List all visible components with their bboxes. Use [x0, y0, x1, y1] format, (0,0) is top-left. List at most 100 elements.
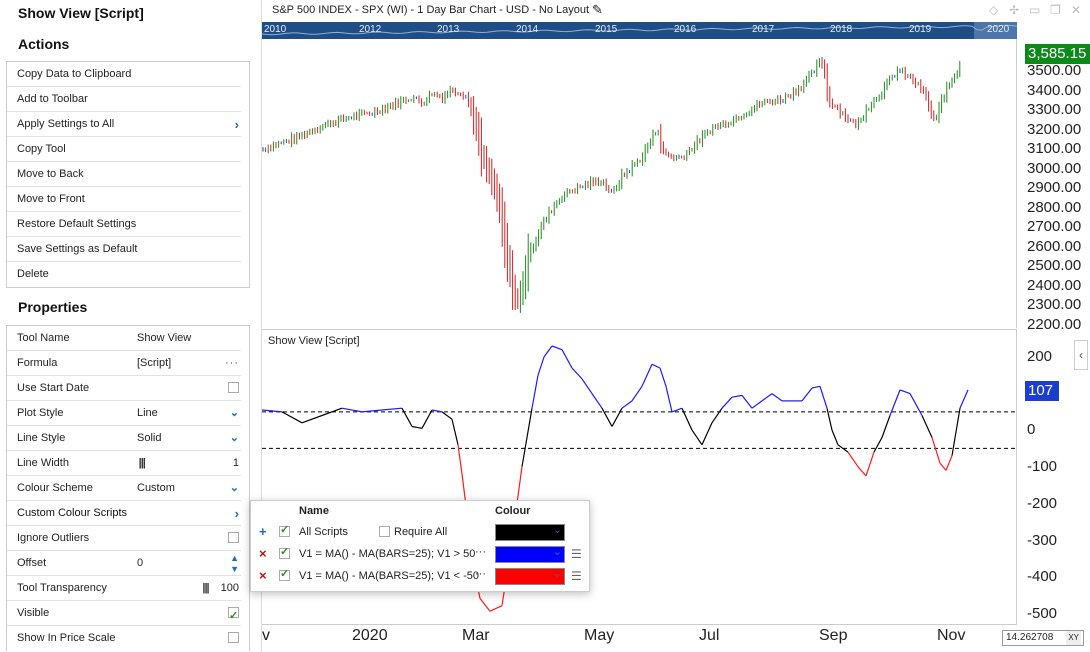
checkbox[interactable] — [228, 601, 239, 629]
more-options-icon[interactable]: ··· — [475, 568, 486, 580]
drag-handle-icon[interactable]: ☰ — [571, 569, 582, 583]
property-value: [Script] — [137, 357, 172, 369]
require-all-checkbox[interactable]: Require All — [379, 525, 447, 538]
chevron-down-icon: ⌄ — [552, 568, 562, 580]
enable-checkbox[interactable] — [279, 567, 290, 582]
date-axis-label: v — [262, 627, 270, 644]
maximize-icon[interactable]: ❐ — [1050, 3, 1061, 17]
property-colour-scheme[interactable]: Colour Scheme Custom ⌄ — [7, 476, 241, 501]
navigator-year: 2014 — [516, 24, 539, 35]
minimize-icon[interactable]: ▭ — [1029, 3, 1041, 17]
property-show-in-price-scale[interactable]: Show In Price Scale — [7, 626, 241, 651]
navigator-sparkline — [262, 22, 1017, 39]
chevron-down-icon[interactable]: ⌄ — [229, 407, 239, 419]
chevron-down-icon: ⌄ — [552, 546, 562, 558]
pin-icon[interactable]: ✢ — [1009, 3, 1020, 17]
enable-checkbox[interactable] — [279, 523, 290, 538]
colour-script-row[interactable]: + All Scripts Require All ⌄ — [251, 523, 591, 543]
script-name: V1 = MA() - MA(BARS=25); V1 < -50 — [299, 570, 480, 582]
diamond-icon[interactable]: ◇ — [989, 3, 999, 17]
property-visible[interactable]: Visible — [7, 601, 241, 629]
chevron-right-icon[interactable]: › — [234, 506, 239, 521]
action-copy-data-to-clipboard[interactable]: Copy Data to Clipboard — [7, 62, 241, 87]
remove-icon[interactable]: × — [259, 568, 267, 583]
property-label: Tool Name — [17, 332, 70, 344]
scale-readout[interactable]: 14.262708 XY — [1002, 630, 1084, 646]
colour-script-row[interactable]: × V1 = MA() - MA(BARS=25); V1 > 50··· ⌄ ☰ — [251, 545, 591, 565]
indicator-segment — [665, 386, 673, 413]
collapse-panel-tab[interactable]: ‹ — [1074, 340, 1088, 370]
action-copy-tool[interactable]: Copy Tool — [7, 137, 241, 162]
property-tool-name[interactable]: Tool Name Show View — [7, 326, 241, 351]
colour-script-row[interactable]: × V1 = MA() - MA(BARS=25); V1 < -50··· ⌄ ☰ — [251, 567, 591, 587]
script-name: All Scripts — [299, 526, 348, 538]
property-use-start-date[interactable]: Use Start Date — [7, 376, 241, 401]
property-ignore-outliers[interactable]: Ignore Outliers — [7, 526, 241, 551]
action-label: Move to Front — [17, 193, 85, 205]
indicator-axis-tick: -300 — [1027, 531, 1058, 549]
property-offset[interactable]: Offset 0 ▲ ▼ — [7, 551, 241, 576]
action-label: Save Settings as Default — [17, 243, 138, 255]
property-line-width[interactable]: Line Width ||| 1 — [7, 451, 241, 476]
indicator-segment — [909, 393, 923, 416]
chevron-down-icon[interactable]: ⌄ — [229, 482, 239, 494]
indicator-segment — [951, 408, 961, 456]
property-line-style[interactable]: Line Style Solid ⌄ — [7, 426, 241, 451]
indicator-segment — [521, 408, 533, 467]
spinner-icon[interactable]: ▲ ▼ — [230, 553, 239, 574]
price-chart[interactable] — [262, 39, 1017, 328]
date-axis[interactable]: v 2020 Mar May Jul Sep Nov — [262, 624, 1017, 652]
property-tool-transparency[interactable]: Tool Transparency ||| 100 — [7, 576, 241, 601]
width-control[interactable]: ||| 1 — [139, 451, 239, 476]
indicator-axis-tick: -200 — [1027, 494, 1058, 512]
action-save-settings-as-default[interactable]: Save Settings as Default — [7, 237, 241, 262]
action-label: Add to Toolbar — [17, 93, 88, 105]
property-formula[interactable]: Formula [Script] ··· — [7, 351, 241, 376]
indicator-axis-tick: -500 — [1027, 604, 1058, 622]
action-apply-settings-to-all[interactable]: Apply Settings to All › — [7, 112, 241, 137]
scale-mode-button[interactable]: XY — [1066, 631, 1081, 645]
more-options-icon[interactable]: ··· — [475, 546, 486, 558]
indicator-segment — [857, 466, 867, 477]
price-scale[interactable]: 3500.00 3400.00 3300.00 3200.00 3100.00 3000.… — [1017, 39, 1090, 624]
checkbox[interactable] — [228, 376, 239, 401]
property-value: Solid — [137, 432, 162, 444]
indicator-segment — [441, 411, 453, 420]
price-axis-tick: 2700.00 — [1027, 218, 1082, 235]
indicator-axis-tick: 200 — [1027, 348, 1053, 365]
price-axis-tick: 2500.00 — [1027, 257, 1082, 274]
enable-checkbox[interactable] — [279, 545, 290, 560]
action-add-to-toolbar[interactable]: Add to Toolbar — [7, 87, 241, 112]
property-plot-style[interactable]: Plot Style Line ⌄ — [7, 401, 241, 426]
history-navigator[interactable]: 2010 2012 2013 2014 2015 2016 2017 2018 2019 2020 — [262, 22, 1017, 39]
action-restore-default-settings[interactable]: Restore Default Settings — [7, 212, 241, 237]
date-axis-label: Nov — [937, 627, 966, 644]
indicator-segment — [381, 407, 403, 411]
more-options-icon[interactable]: ··· — [225, 357, 239, 369]
checkbox-box — [228, 531, 239, 543]
checkbox-box — [228, 631, 239, 643]
add-icon[interactable]: + — [259, 524, 267, 539]
checkbox-box — [279, 545, 290, 559]
colour-dropdown[interactable]: ⌄ — [495, 546, 565, 563]
property-custom-colour-scripts[interactable]: Custom Colour Scripts › — [7, 501, 241, 526]
checkbox[interactable] — [228, 526, 239, 551]
action-move-to-back[interactable]: Move to Back — [7, 162, 241, 187]
date-axis-label: Mar — [462, 627, 490, 644]
action-label: Copy Data to Clipboard — [17, 68, 132, 80]
action-delete[interactable]: Delete — [7, 262, 241, 287]
remove-icon[interactable]: × — [259, 546, 267, 561]
indicator-segment — [321, 407, 343, 417]
action-move-to-front[interactable]: Move to Front — [7, 187, 241, 212]
width-control[interactable]: ||| 100 — [202, 576, 239, 601]
colour-dropdown[interactable]: ⌄ — [495, 568, 565, 585]
close-icon[interactable]: ✕ — [1071, 3, 1082, 17]
edit-pencil-icon[interactable]: ✎ — [592, 2, 603, 17]
chevron-right-icon: › — [234, 117, 239, 132]
checkbox[interactable] — [228, 626, 239, 651]
drag-handle-icon[interactable]: ☰ — [571, 547, 582, 561]
indicator-segment — [301, 414, 323, 424]
chevron-down-icon[interactable]: ⌄ — [229, 432, 239, 444]
colour-dropdown[interactable]: ⌄ — [495, 524, 565, 541]
indicator-segment — [489, 605, 503, 612]
